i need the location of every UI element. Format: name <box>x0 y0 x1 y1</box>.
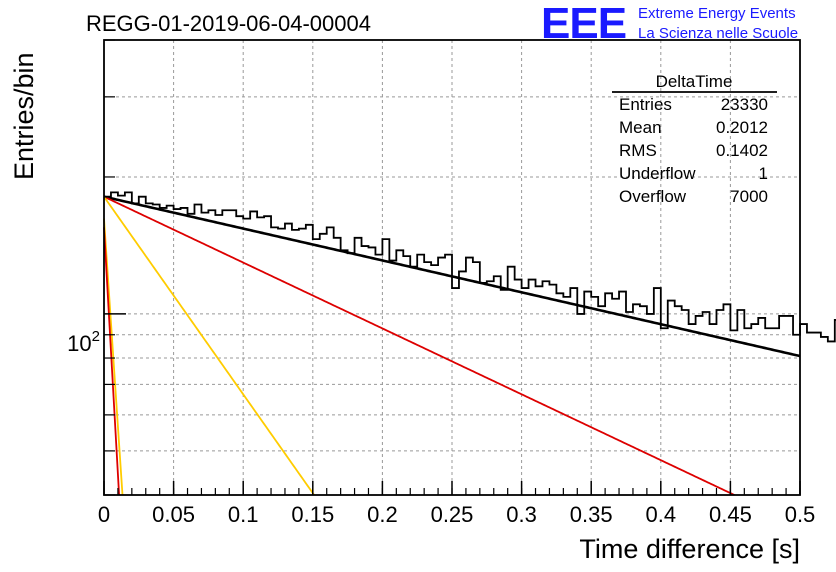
stats-box: DeltaTime Entries 23330 Mean 0.2012 RMS 0.140… <box>612 72 777 206</box>
fit-curve <box>103 195 735 496</box>
x-tick-label: 0.35 <box>570 502 613 527</box>
x-tick-label: 0.3 <box>506 502 537 527</box>
fit-curve <box>103 196 315 496</box>
x-tick-label: 0.1 <box>228 502 259 527</box>
logo-letters: EEE <box>541 0 626 48</box>
x-tick-label: 0 <box>98 502 110 527</box>
stats-row-label: Underflow <box>619 164 696 183</box>
x-tick-label: 0.4 <box>646 502 677 527</box>
stats-title: DeltaTime <box>656 72 733 91</box>
stats-row-value: 0.1402 <box>716 141 768 160</box>
x-axis-title: Time difference [s] <box>579 534 800 564</box>
x-tick-label: 0.45 <box>709 502 752 527</box>
stats-row-label: RMS <box>619 141 657 160</box>
axis-ticks <box>103 39 801 496</box>
x-tick-label: 0.15 <box>291 502 334 527</box>
stats-row-label: Entries <box>619 95 672 114</box>
x-tick-label: 0.25 <box>431 502 474 527</box>
grid-lines <box>104 39 800 496</box>
x-tick-label: 0.2 <box>367 502 398 527</box>
stats-row-value: 1 <box>759 164 768 183</box>
logo-line-2: La Scienza nelle Scuole <box>638 25 798 42</box>
chart-title: REGG-01-2019-06-04-00004 <box>86 11 371 36</box>
stats-row-value: 7000 <box>730 187 768 206</box>
histogram-steps <box>104 191 836 343</box>
fit-curve <box>103 227 120 496</box>
logo-line-1: Extreme Energy Events <box>638 5 796 22</box>
eee-logo: EEE Extreme Energy Events La Scienza nel… <box>541 0 798 48</box>
stats-row-value: 23330 <box>721 95 768 114</box>
y-tick-label: 102 <box>67 328 100 356</box>
stats-row-label: Mean <box>619 118 662 137</box>
stats-row-value: 0.2012 <box>716 118 768 137</box>
x-tick-label: 0.5 <box>785 502 816 527</box>
x-tick-label: 0.05 <box>152 502 195 527</box>
fit-curve <box>103 218 124 496</box>
x-tick-labels: 0 0.05 0.1 0.15 0.2 0.25 0.3 0.35 0.4 0.45 0.5 <box>98 502 815 527</box>
y-axis-title: Entries/bin <box>9 52 39 180</box>
stats-row-label: Overflow <box>619 187 687 206</box>
